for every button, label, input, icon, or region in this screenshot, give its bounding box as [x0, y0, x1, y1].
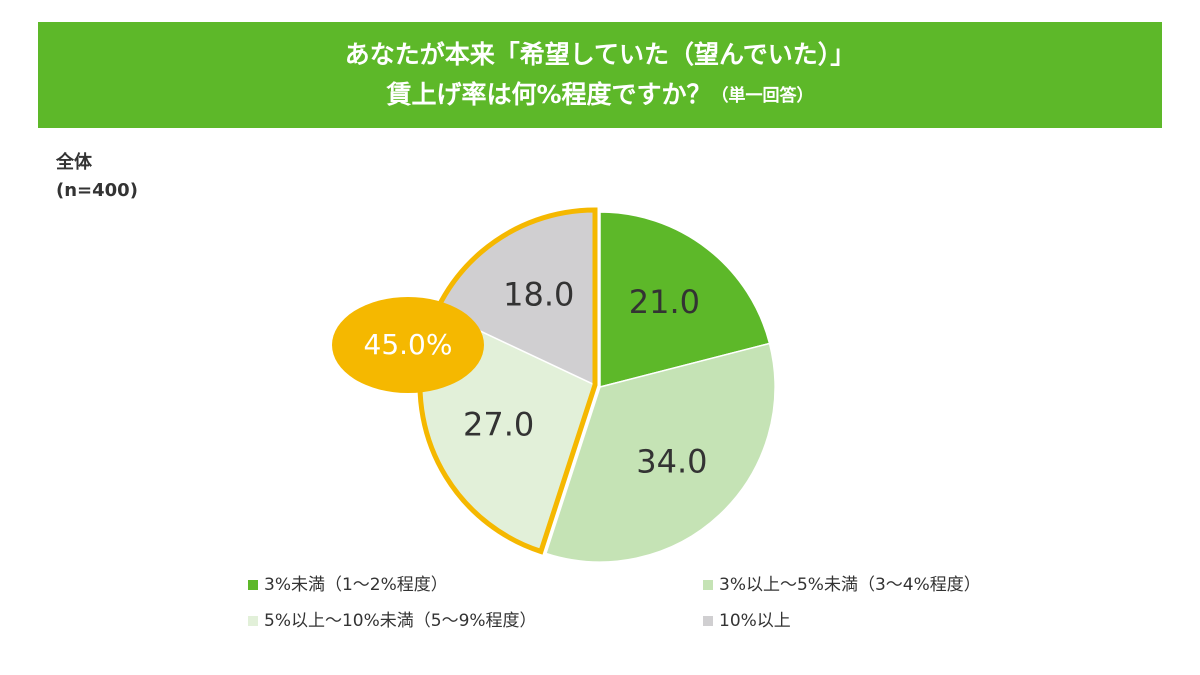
callout: [332, 297, 484, 393]
legend-label: 10%以上: [719, 611, 791, 631]
pie-slice: [599, 211, 771, 388]
chart-title: あなたが本来「希望していた（望んでいた）」: [345, 40, 856, 69]
pie-slice: [544, 342, 776, 563]
title-note: （単一回答）: [712, 85, 814, 106]
data-label: 21.0: [629, 283, 700, 321]
legend-swatch: [248, 580, 258, 590]
callout-label: 45.0%: [364, 328, 453, 361]
legend-label: 5%以上～10%未満（5～9%程度）: [264, 611, 537, 631]
legend-swatch: [248, 616, 258, 626]
group-label: 全体: [55, 151, 93, 173]
data-label: 34.0: [636, 443, 707, 481]
group-label: (n=400): [56, 180, 138, 201]
title-bar: [38, 22, 1162, 128]
chart-title: 賃上げ率は何%程度ですか？（単一回答）: [385, 80, 813, 109]
data-label: 27.0: [463, 406, 534, 444]
legend-label: 3%以上～5%未満（3～4%程度）: [719, 575, 981, 595]
legend-label: 3%未満（1～2%程度）: [264, 575, 448, 595]
data-label: 18.0: [503, 275, 574, 313]
legend-swatch: [703, 616, 713, 626]
chart-title-line: 賃上げ率は何%程度ですか？: [385, 80, 711, 109]
legend-swatch: [703, 580, 713, 590]
